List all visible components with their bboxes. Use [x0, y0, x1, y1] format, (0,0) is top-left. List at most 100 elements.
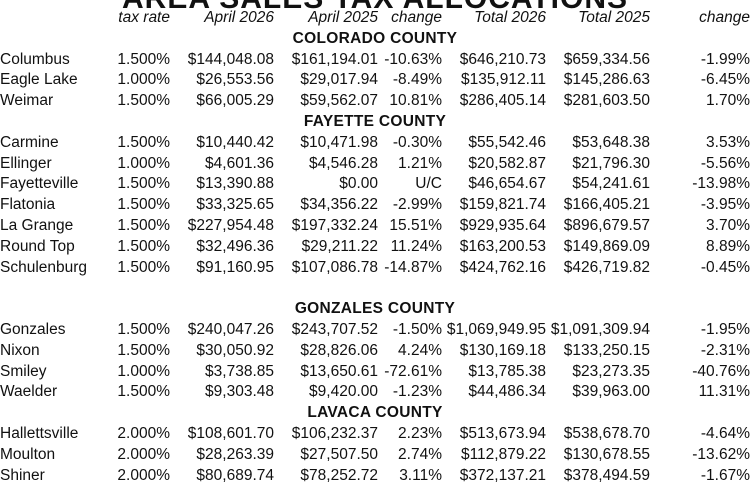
tax-rate: 2.000%	[117, 424, 170, 442]
table-row: Carmine 1.500% $10,440.42 $10,471.98 -0.30% $…	[0, 133, 750, 154]
april-2026-value: $66,005.29	[196, 92, 274, 110]
city-name: Hallettsville	[0, 424, 79, 442]
tax-rate: 1.500%	[117, 320, 170, 338]
city-name: Schulenburg	[0, 258, 88, 276]
monthly-change: 1.21%	[398, 154, 442, 172]
monthly-change: -1.23%	[392, 383, 442, 401]
total-2025-value: $130,678.55	[563, 445, 650, 463]
header-total-change: change	[699, 9, 750, 26]
april-2025-value: $59,562.07	[300, 92, 378, 110]
april-2026-value: $28,263.39	[196, 445, 274, 463]
total-change: -1.95%	[700, 320, 750, 338]
total-2025-value: $145,286.63	[563, 71, 650, 89]
total-change: 3.70%	[706, 216, 750, 234]
monthly-change: -72.61%	[384, 362, 442, 380]
total-change: -3.95%	[700, 196, 750, 214]
city-name: Eagle Lake	[0, 71, 78, 89]
total-2026-value: $13,785.38	[468, 362, 546, 380]
table-row: Waelder 1.500% $9,303.48 $9,420.00 -1.23% $44…	[0, 382, 750, 403]
header-city	[0, 8, 104, 29]
april-2025-value: $197,332.24	[291, 216, 378, 234]
april-2026-value: $240,047.26	[187, 320, 274, 338]
total-2025-value: $378,494.59	[563, 466, 650, 484]
table-row: Columbus 1.500% $144,048.08 $161,194.01 -10.…	[0, 50, 750, 71]
total-2025-value: $39,963.00	[572, 383, 650, 401]
table-row: Fayetteville 1.500% $13,390.88 $0.00 U/C $46,…	[0, 174, 750, 195]
total-change: -13.98%	[692, 175, 750, 193]
total-2025-value: $426,719.82	[563, 258, 650, 276]
total-change: -5.56%	[700, 154, 750, 172]
april-2025-value: $78,252.72	[300, 466, 378, 484]
sales-tax-table: tax rate April 2026 April 2025 change To…	[0, 8, 750, 486]
table-row: Weimar 1.500% $66,005.29 $59,562.07 10.81% $2…	[0, 91, 750, 112]
april-2026-value: $30,050.92	[196, 341, 274, 359]
total-2025-value: $1,091,309.94	[550, 320, 650, 338]
header-row: tax rate April 2026 April 2025 change To…	[0, 8, 750, 29]
table-row: Gonzales 1.500% $240,047.26 $243,707.52 -1.5…	[0, 320, 750, 341]
header-monthly-change: change	[391, 9, 442, 26]
april-2026-value: $33,325.65	[196, 196, 274, 214]
total-2025-value: $21,796.30	[572, 154, 650, 172]
city-name: Ellinger	[0, 154, 52, 172]
total-change: 3.53%	[706, 133, 750, 151]
table-row: Schulenburg 1.500% $91,160.95 $107,086.78 -1…	[0, 258, 750, 279]
total-2025-value: $133,250.15	[563, 341, 650, 359]
tax-rate: 2.000%	[117, 466, 170, 484]
city-name: Flatonia	[0, 196, 56, 214]
total-2026-value: $1,069,949.95	[446, 320, 546, 338]
total-2025-value: $281,603.50	[563, 92, 650, 110]
county-heading-row: LAVACA COUNTY	[0, 403, 750, 424]
total-change: 8.89%	[706, 237, 750, 255]
city-name: Columbus	[0, 50, 70, 68]
header-april-2026: April 2026	[204, 9, 274, 26]
total-2025-value: $659,334.56	[563, 50, 650, 68]
april-2025-value: $9,420.00	[309, 383, 378, 401]
monthly-change: 10.81%	[389, 92, 442, 110]
city-name: Weimar	[0, 92, 54, 110]
tax-rate: 1.500%	[117, 50, 170, 68]
monthly-change: -14.87%	[384, 258, 442, 276]
april-2025-value: $243,707.52	[291, 320, 378, 338]
april-2026-value: $26,553.56	[196, 71, 274, 89]
total-change: -4.64%	[700, 424, 750, 442]
april-2025-value: $4,546.28	[309, 154, 378, 172]
total-2026-value: $646,210.73	[459, 50, 546, 68]
county-heading-row: GONZALES COUNTY	[0, 299, 750, 320]
total-change: -1.99%	[700, 50, 750, 68]
header-april-2025: April 2025	[308, 9, 378, 26]
april-2026-value: $4,601.36	[205, 154, 274, 172]
monthly-change: -10.63%	[384, 50, 442, 68]
total-2025-value: $23,273.35	[572, 362, 650, 380]
tax-rate: 1.500%	[117, 258, 170, 276]
total-change: -13.62%	[692, 445, 750, 463]
tax-rate: 1.000%	[117, 154, 170, 172]
total-2026-value: $163,200.53	[459, 237, 546, 255]
table-row: Smiley 1.000% $3,738.85 $13,650.61 -72.61% $1…	[0, 362, 750, 383]
table-row: Hallettsville 2.000% $108,601.70 $106,232.3…	[0, 424, 750, 445]
table-row: La Grange 1.500% $227,954.48 $197,332.24 15.…	[0, 216, 750, 237]
total-change: 11.31%	[698, 383, 750, 401]
tax-rate: 1.500%	[117, 216, 170, 234]
april-2026-value: $91,160.95	[196, 258, 274, 276]
april-2026-value: $32,496.36	[196, 237, 274, 255]
table-row: Moulton 2.000% $28,263.39 $27,507.50 2.74% $1…	[0, 445, 750, 466]
monthly-change: 2.23%	[398, 424, 442, 442]
table-row: Round Top 1.500% $32,496.36 $29,211.22 11.24…	[0, 237, 750, 258]
april-2026-value: $80,689.74	[196, 466, 274, 484]
total-2026-value: $130,169.18	[459, 341, 546, 359]
total-2026-value: $424,762.16	[459, 258, 546, 276]
county-heading-row: COLORADO COUNTY	[0, 29, 750, 50]
total-2026-value: $513,673.94	[459, 424, 546, 442]
total-change: -2.31%	[700, 341, 750, 359]
header-total-2026: Total 2026	[474, 9, 546, 26]
april-2025-value: $28,826.06	[300, 341, 378, 359]
april-2025-value: $29,017.94	[300, 71, 378, 89]
table-row: Ellinger 1.000% $4,601.36 $4,546.28 1.21% $20…	[0, 154, 750, 175]
county-heading: GONZALES COUNTY	[294, 300, 456, 318]
total-change: -40.76%	[692, 362, 750, 380]
header-total-2025: Total 2025	[578, 9, 650, 26]
april-2025-value: $13,650.61	[300, 362, 378, 380]
total-2026-value: $112,879.22	[460, 445, 546, 463]
page-title: AREA SALES TAX ALLOCATIONS	[0, 0, 750, 14]
tax-rate: 1.500%	[117, 92, 170, 110]
